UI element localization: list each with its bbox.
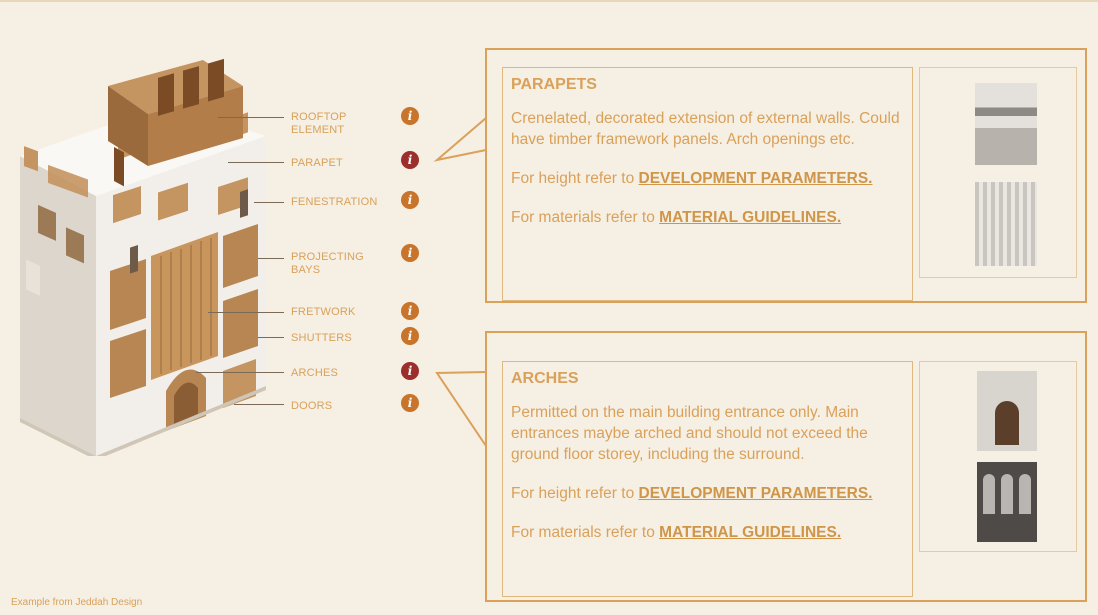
parapets-body: Crenelated, decorated extension of exter… (511, 110, 900, 148)
arches-height-ref: For height refer to DEVELOPMENT PARAMETE… (511, 483, 904, 504)
info-icon-doors[interactable]: i (401, 394, 419, 412)
info-icon-parapet[interactable]: i (401, 151, 419, 169)
arch-entrance-photo (977, 371, 1037, 451)
material-guidelines-link[interactable]: MATERIAL GUIDELINES. (659, 524, 842, 541)
material-guidelines-link[interactable]: MATERIAL GUIDELINES. (659, 209, 842, 226)
arches-title: ARCHES (511, 370, 579, 387)
arch-doorway (995, 401, 1019, 445)
arch-window-1 (983, 474, 995, 514)
height-ref-prefix: For height refer to (511, 485, 639, 502)
arches-text-card: ARCHES Permitted on the main building en… (502, 361, 913, 597)
arch-fenestration-photo (977, 462, 1037, 542)
info-icon-fenestration[interactable]: i (401, 191, 419, 209)
leader-projecting-bays (258, 258, 284, 259)
label-fretwork: FRETWORK (291, 306, 356, 318)
building-illustration (20, 58, 266, 456)
parapet-photo-2 (975, 182, 1037, 266)
leader-shutters (258, 337, 284, 338)
leader-parapet (228, 162, 284, 163)
arches-callout (485, 331, 1087, 602)
top-rule (0, 0, 1098, 2)
parapets-title: PARAPETS (511, 76, 597, 93)
parapets-materials-ref: For materials refer to MATERIAL GUIDELIN… (511, 207, 904, 228)
label-fenestration: FENESTRATION (291, 196, 378, 208)
label-doors: DOORS (291, 400, 333, 412)
arch-window-3 (1019, 474, 1031, 514)
parapet-photo-1 (975, 83, 1037, 165)
development-parameters-link[interactable]: DEVELOPMENT PARAMETERS. (638, 170, 873, 187)
footer-source-note: Example from Jeddah Design (11, 597, 143, 608)
parapets-text-card: PARAPETS Crenelated, decorated extension… (502, 67, 913, 301)
label-rooftop-element: ROOFTOP ELEMENT (291, 111, 347, 136)
leader-doors (234, 404, 284, 405)
info-icon-projecting-bays[interactable]: i (401, 244, 419, 262)
leader-fretwork (208, 312, 284, 313)
arches-body: Permitted on the main building entrance … (511, 404, 868, 463)
materials-ref-prefix: For materials refer to (511, 209, 660, 226)
label-arches: ARCHES (291, 367, 339, 379)
height-ref-prefix: For height refer to (511, 170, 639, 187)
parapets-callout (485, 48, 1087, 303)
parapets-image-card (919, 67, 1077, 278)
arches-image-card (919, 361, 1077, 552)
leader-arches (196, 372, 284, 373)
development-parameters-link[interactable]: DEVELOPMENT PARAMETERS. (638, 485, 873, 502)
leader-fenestration (254, 202, 284, 203)
label-shutters: SHUTTERS (291, 332, 352, 344)
label-parapet: PARAPET (291, 157, 343, 169)
info-icon-arches[interactable]: i (401, 362, 419, 380)
leader-rooftop (218, 117, 284, 118)
info-icon-rooftop[interactable]: i (401, 107, 419, 125)
parapets-height-ref: For height refer to DEVELOPMENT PARAMETE… (511, 168, 904, 189)
info-icon-fretwork[interactable]: i (401, 302, 419, 320)
materials-ref-prefix: For materials refer to (511, 524, 660, 541)
label-projecting-bays: PROJECTING BAYS (291, 251, 364, 276)
arch-window-2 (1001, 474, 1013, 514)
info-icon-shutters[interactable]: i (401, 327, 419, 345)
arches-materials-ref: For materials refer to MATERIAL GUIDELIN… (511, 522, 904, 543)
